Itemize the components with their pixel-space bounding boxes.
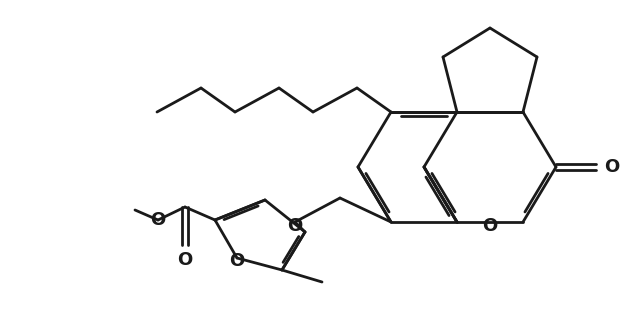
Text: O: O [287,217,303,235]
Text: O: O [177,251,193,269]
Text: O: O [483,217,498,235]
Text: O: O [150,211,166,229]
Text: O: O [229,252,244,270]
Text: O: O [604,158,620,176]
